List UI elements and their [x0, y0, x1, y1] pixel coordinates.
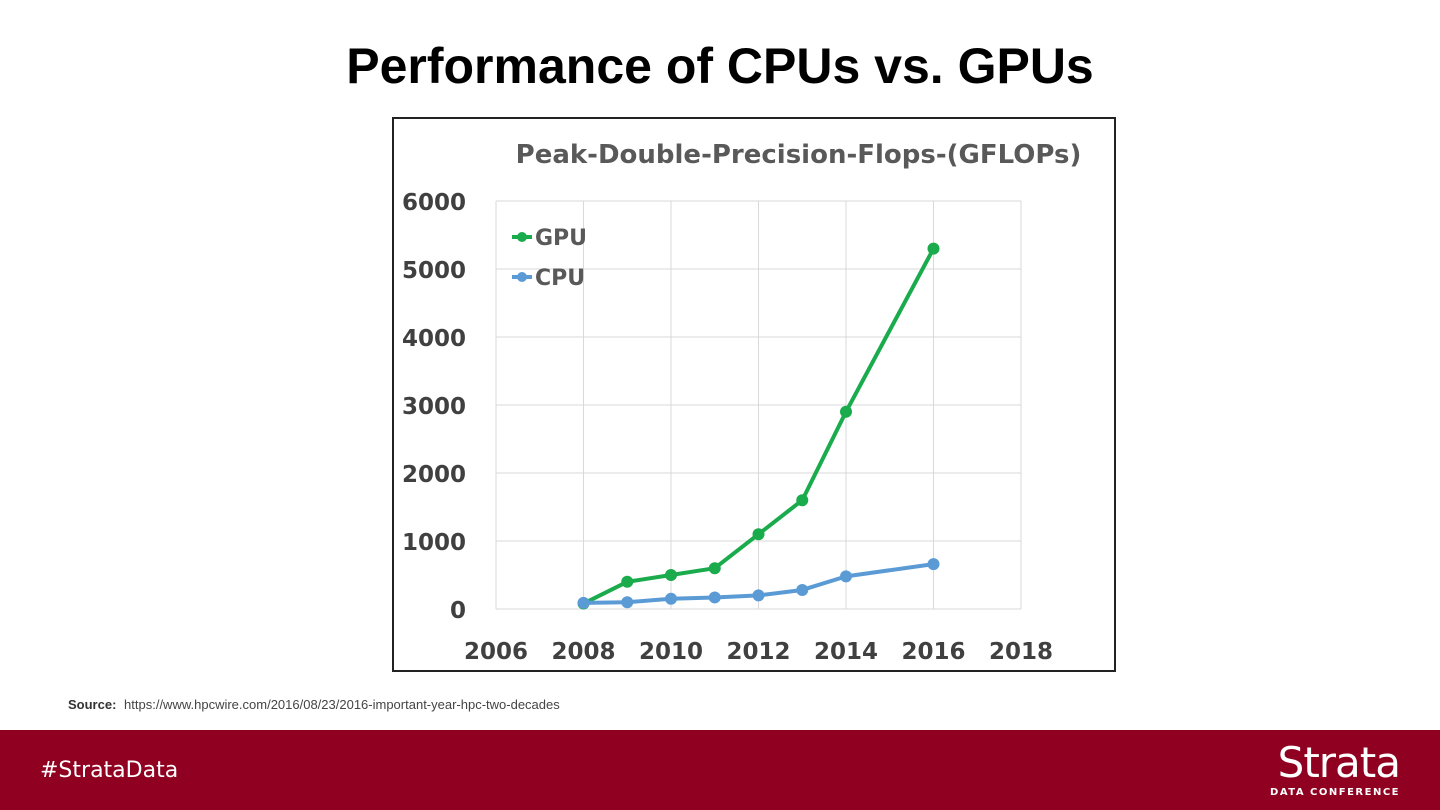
- gpu-data-point: [927, 242, 940, 255]
- slide-title: Performance of CPUs vs. GPUs: [346, 38, 1094, 94]
- y-tick-label: 2000: [402, 462, 466, 488]
- cpu-data-point: [752, 589, 765, 602]
- y-tick-label: 4000: [402, 326, 466, 352]
- x-tick-label: 2008: [551, 639, 615, 665]
- cpu-data-point: [621, 596, 634, 609]
- brand-subtitle: DATA CONFERENCE: [1270, 787, 1400, 798]
- gpu-legend-marker: [517, 232, 527, 242]
- footer-bar: #StrataData Strata DATA CONFERENCE: [0, 730, 1440, 810]
- y-tick-label: 1000: [402, 530, 466, 556]
- cpu-data-point: [665, 592, 677, 605]
- y-tick-label: 0: [450, 598, 466, 624]
- chart-title: Peak-Double-Precision-Flops-(GFLOPs): [516, 140, 1082, 170]
- cpu-legend-marker: [517, 272, 527, 282]
- cpu-data-point: [796, 583, 809, 596]
- gpu-data-point: [840, 405, 852, 418]
- source-label: Source:: [68, 697, 117, 712]
- footer-hashtag: #StrataData: [40, 758, 179, 783]
- strata-logo: Strata DATA CONFERENCE: [1260, 738, 1401, 802]
- chart-frame: Peak-Double-Precision-Flops-(GFLOPs) 0 100…: [392, 117, 1116, 672]
- x-tick-label: 2014: [814, 639, 878, 665]
- cpu-data-point: [708, 591, 721, 604]
- gpu-data-point: [665, 569, 677, 581]
- gpu-data-point: [796, 494, 809, 507]
- cpu-series-line: [581, 562, 936, 605]
- x-tick-label: 2016: [901, 639, 965, 665]
- gpu-legend-label: GPU: [535, 226, 587, 251]
- y-tick-label: 5000: [402, 258, 466, 284]
- gpu-series-line: [581, 246, 936, 606]
- line-chart: Peak-Double-Precision-Flops-(GFLOPs) 0 100…: [402, 140, 1082, 665]
- gpu-data-point: [752, 528, 765, 541]
- gpu-data-point: [708, 562, 721, 575]
- x-tick-label: 2012: [726, 639, 790, 665]
- x-tick-label: 2010: [639, 639, 703, 665]
- cpu-data-point: [840, 570, 852, 583]
- cpu-data-point: [577, 596, 590, 609]
- x-tick-label: 2018: [989, 639, 1053, 665]
- gpu-data-point: [621, 575, 634, 588]
- cpu-data-point: [927, 558, 940, 571]
- y-tick-label: 3000: [402, 394, 466, 420]
- source-citation: Source: https://www.hpcwire.com/2016/08/…: [68, 697, 560, 712]
- x-tick-label: 2006: [464, 639, 528, 665]
- cpu-legend-label: CPU: [535, 266, 585, 291]
- y-tick-label: 6000: [402, 190, 466, 216]
- source-url[interactable]: https://www.hpcwire.com/2016/08/23/2016-…: [124, 697, 560, 712]
- brand-name: Strata: [1277, 738, 1401, 787]
